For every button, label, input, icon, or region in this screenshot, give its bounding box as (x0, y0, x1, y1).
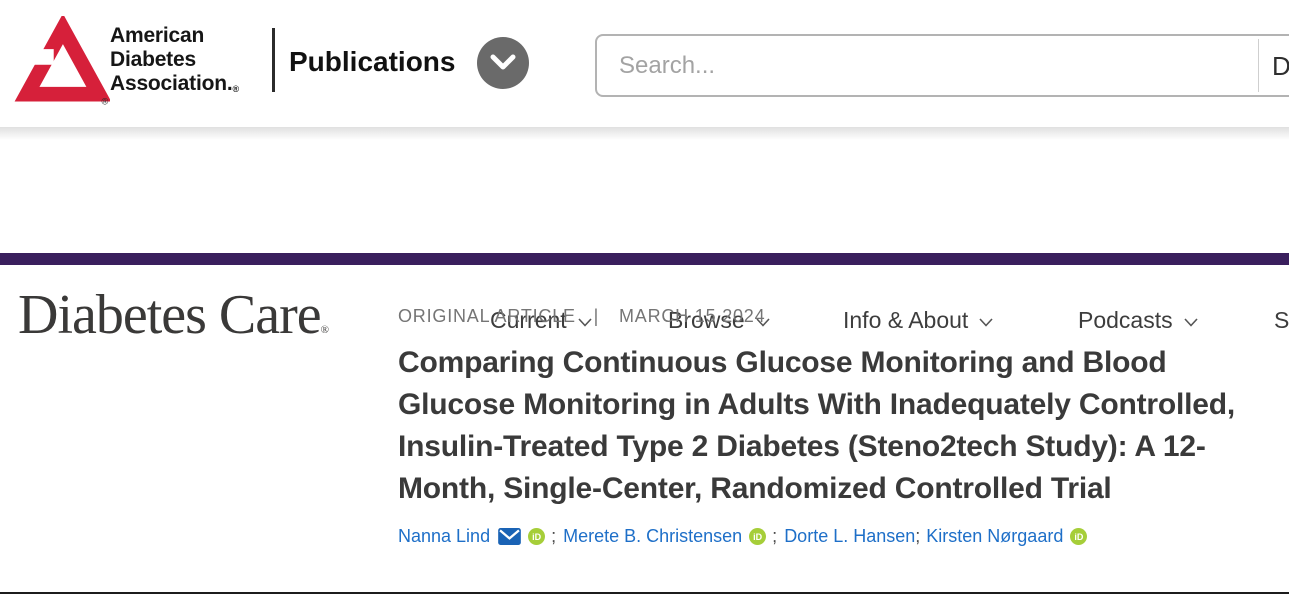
article-eyebrow: ORIGINAL ARTICLE | MARCH 15 2024 (398, 306, 1289, 327)
org-line: American (110, 24, 205, 47)
orcid-id-icon[interactable]: iD (528, 528, 546, 545)
article-header: ORIGINAL ARTICLE | MARCH 15 2024 Compari… (398, 265, 1289, 547)
orcid-id-icon[interactable]: iD (1070, 528, 1088, 545)
nav-item-info-about[interactable]: Info & About (843, 307, 993, 334)
nav-item-clipped[interactable]: S (1274, 307, 1289, 333)
publications-header: ® American Diabetes Association.® Public… (0, 0, 1289, 127)
registered-mark: ® (232, 84, 239, 94)
svg-text:®: ® (102, 96, 109, 106)
chevron-down-icon (490, 54, 516, 70)
org-line: Association.® (110, 72, 239, 95)
eyebrow-separator: | (593, 306, 600, 326)
article-category: ORIGINAL ARTICLE (398, 306, 576, 326)
header-shadow (0, 127, 1289, 140)
chevron-down-icon (1184, 318, 1198, 327)
orcid-id-icon[interactable]: iD (749, 528, 767, 545)
chevron-down-icon (756, 318, 770, 327)
ada-logo-icon[interactable]: ® (14, 16, 110, 108)
author-list: Nanna Lind iD; Merete B. Christensen iD; Dor… (398, 526, 1289, 547)
search-box: Di (595, 34, 1289, 97)
ada-org-name[interactable]: American Diabetes Association.® (110, 24, 239, 99)
author: Merete B. Christensen iD; (563, 526, 784, 547)
author-separator: ; (915, 526, 921, 546)
author-separator: ; (551, 526, 557, 546)
author: Kirsten Nørgaard iD (926, 526, 1088, 547)
section-divider (0, 592, 1289, 594)
chevron-down-icon (578, 318, 592, 327)
article-title: Comparing Continuous Glucose Monitoring … (398, 346, 1236, 505)
publications-label[interactable]: Publications (289, 46, 456, 77)
nav-item-current[interactable]: Current (490, 307, 592, 334)
registered-mark: ® (320, 324, 329, 336)
brand-divider (272, 28, 275, 92)
search-scope-dropdown[interactable]: Di (1272, 51, 1289, 81)
author-link[interactable]: Dorte L. Hansen (784, 526, 916, 546)
nav-item-podcasts[interactable]: Podcasts (1078, 307, 1198, 334)
publications-menu-button[interactable] (477, 37, 529, 89)
author: Nanna Lind iD; (398, 526, 563, 547)
journal-logo[interactable]: Diabetes Care® (18, 284, 329, 346)
author-link[interactable]: Merete B. Christensen (563, 526, 743, 546)
author-link[interactable]: Nanna Lind (398, 526, 491, 546)
author-separator: ; (772, 526, 778, 546)
journal-header: Diabetes Care® Current Browse Info & Abo… (0, 127, 1289, 346)
nav-item-browse[interactable]: Browse (668, 307, 770, 334)
search-scope-divider (1258, 39, 1259, 92)
journal-accent-bar (0, 253, 1289, 265)
search-input[interactable] (619, 36, 1219, 95)
author: Dorte L. Hansen; (784, 526, 926, 547)
author-link[interactable]: Kirsten Nørgaard (926, 526, 1064, 546)
email-envelope-icon[interactable] (498, 528, 521, 545)
article-date: MARCH 15 2024 (618, 306, 766, 326)
chevron-down-icon (979, 318, 993, 327)
org-line: Diabetes (110, 48, 196, 71)
